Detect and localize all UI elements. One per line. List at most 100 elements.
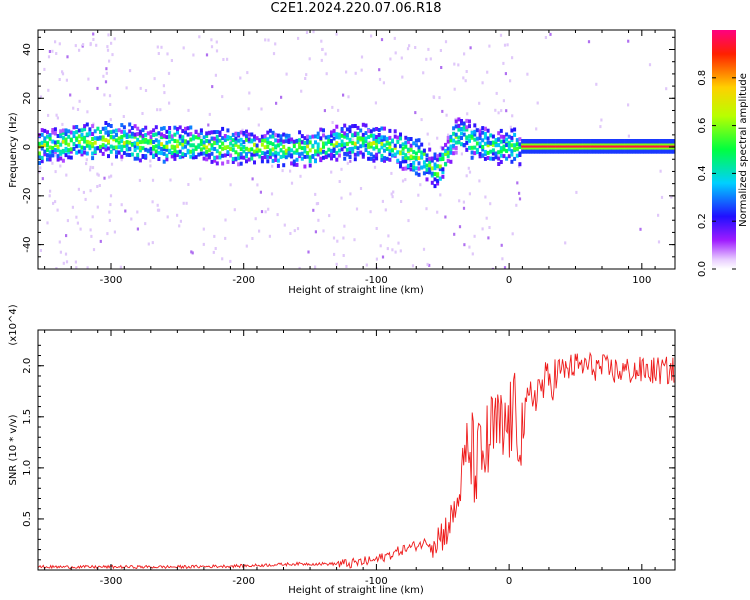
spectrogram-cell <box>181 154 185 159</box>
spectrogram-cell <box>324 141 328 146</box>
spectrogram-cell <box>205 134 209 138</box>
spectrogram-cell <box>364 143 368 148</box>
spectrogram-cell <box>499 149 503 154</box>
spectrogram-cell <box>483 135 487 140</box>
spectrogram-cell <box>560 145 564 148</box>
spectrogram-cell <box>271 130 275 135</box>
spectrogram-cell <box>656 143 660 146</box>
spectrogram-noise-cell <box>185 201 188 205</box>
spectrogram-noise-cell <box>89 189 92 193</box>
spectrogram-cell <box>664 141 668 144</box>
spectrogram-noise-cell <box>89 42 92 46</box>
spectrogram-cell <box>239 147 243 152</box>
spectrogram-noise-cell <box>463 243 466 247</box>
spectrogram-cell <box>144 133 148 137</box>
spectrogram-noise-cell <box>54 40 57 44</box>
spectrogram-cell <box>260 159 264 164</box>
spectrogram-cell <box>422 171 426 176</box>
spectrogram-cell <box>107 146 110 151</box>
spectrogram-noise-cell <box>515 203 518 207</box>
spectrogram-cell <box>258 138 262 143</box>
spectrogram-noise-cell <box>212 250 215 254</box>
spectrogram-cell <box>176 150 179 155</box>
spectrogram-cell <box>115 133 118 137</box>
spectrogram-cell <box>157 131 161 136</box>
spectrogram-cell <box>330 133 333 138</box>
spectrogram-cell <box>210 159 214 164</box>
spectrogram-cell <box>579 139 583 142</box>
spectrogram-cell <box>414 151 418 156</box>
spectrogram-cell <box>189 125 193 130</box>
spectrogram-noise-cell <box>467 166 470 170</box>
spectrogram-noise-cell <box>39 166 42 170</box>
spectrogram-cell <box>592 145 596 148</box>
spectrogram-cell <box>353 141 357 146</box>
spectrogram-cell <box>46 141 49 146</box>
spectrogram-cell <box>568 147 572 150</box>
spectrogram-cell <box>258 148 262 153</box>
spectrogram-cell <box>624 141 628 144</box>
spectrogram-cell <box>550 139 554 142</box>
spectrogram-cell <box>441 152 445 157</box>
spectrogram-noise-cell <box>166 215 169 219</box>
spectrogram-noise-cell <box>90 234 93 238</box>
spectrogram-cell <box>651 147 655 150</box>
spectrogram-cell <box>205 139 209 143</box>
spectrogram-cell <box>322 128 325 133</box>
spectrogram-noise-cell <box>491 267 494 269</box>
spectrogram-cell <box>510 159 514 164</box>
spectrogram-cell <box>574 149 578 152</box>
spectrogram-cell <box>446 146 450 151</box>
spectrogram-cell <box>361 122 365 127</box>
spectrogram-cell <box>287 153 291 158</box>
spectrogram-noise-cell <box>82 43 85 47</box>
spectrogram-noise-cell <box>89 228 92 232</box>
spectrogram-cell <box>210 146 214 151</box>
spectrogram-cell <box>643 149 647 152</box>
spectrogram-cell <box>361 137 365 141</box>
spectrogram-cell <box>529 141 532 144</box>
spectrogram-noise-cell <box>657 240 661 244</box>
spectrogram-noise-cell <box>160 45 163 49</box>
spectrogram-cell <box>348 155 352 159</box>
spectrogram-y-tick-label: -40 <box>22 236 33 252</box>
spectrogram-cell <box>40 128 44 133</box>
spectrogram-cell <box>587 151 591 154</box>
spectrogram-cell <box>499 139 503 144</box>
spectrogram-cell <box>497 156 501 161</box>
spectrogram-cell <box>513 156 517 161</box>
spectrogram-cell <box>250 156 254 161</box>
spectrogram-cell <box>571 149 575 152</box>
spectrogram-cell <box>555 147 559 150</box>
spectrogram-cell <box>133 134 137 139</box>
spectrogram-cell <box>606 149 609 152</box>
spectrogram-cell <box>563 147 567 150</box>
spectrogram-noise-cell <box>149 159 152 163</box>
spectrogram-cell <box>436 164 440 169</box>
spectrogram-cell <box>465 125 469 130</box>
spectrogram-cell <box>645 151 649 154</box>
spectrogram-cell <box>568 151 572 154</box>
spectrogram-cell <box>452 151 456 156</box>
spectrogram-cell <box>276 138 280 143</box>
spectrogram-cell <box>303 140 307 145</box>
spectrogram-noise-cell <box>222 58 225 61</box>
spectrogram-cell <box>306 144 310 149</box>
spectrogram-cell <box>425 153 429 158</box>
spectrogram-cell <box>77 143 81 148</box>
snr-y-tick-label: 0.5 <box>22 511 33 527</box>
spectrogram-cell <box>367 129 371 133</box>
spectrogram-cell <box>584 151 588 154</box>
spectrogram-noise-cell <box>485 216 488 220</box>
spectrogram-cell <box>337 153 341 158</box>
spectrogram-noise-cell <box>436 210 439 214</box>
spectrogram-cell <box>592 139 596 142</box>
spectrogram-cell <box>629 139 633 142</box>
spectrogram-cell <box>393 143 397 148</box>
spectrogram-cell <box>672 149 675 152</box>
spectrogram-noise-cell <box>54 170 57 174</box>
spectrogram-cell <box>223 153 227 158</box>
spectrogram-cell <box>491 134 495 139</box>
spectrogram-cell <box>292 159 296 164</box>
spectrogram-cell <box>260 138 264 143</box>
